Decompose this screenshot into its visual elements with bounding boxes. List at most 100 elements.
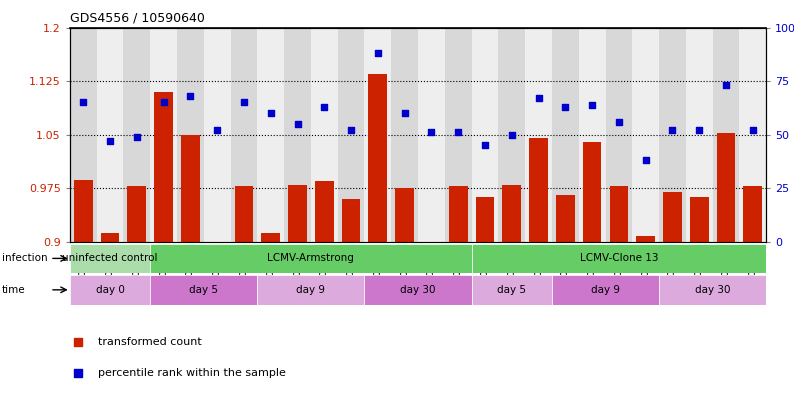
Text: uninfected control: uninfected control xyxy=(62,253,158,263)
Point xyxy=(719,82,732,88)
Point xyxy=(345,127,357,134)
Bar xyxy=(70,244,150,273)
Bar xyxy=(150,275,257,305)
Bar xyxy=(337,28,364,242)
Bar xyxy=(395,188,414,242)
Bar xyxy=(583,142,602,242)
Bar xyxy=(610,186,628,242)
Bar xyxy=(503,185,521,242)
Bar xyxy=(204,28,230,242)
Text: day 5: day 5 xyxy=(189,285,218,295)
Point xyxy=(372,50,384,56)
Bar xyxy=(368,74,387,242)
Point xyxy=(612,119,625,125)
Bar xyxy=(97,28,123,242)
Point xyxy=(77,99,90,106)
Text: day 0: day 0 xyxy=(95,285,125,295)
Bar xyxy=(150,244,472,273)
Text: time: time xyxy=(2,285,25,295)
Point xyxy=(157,99,170,106)
Point xyxy=(211,127,224,134)
Bar xyxy=(556,195,575,242)
Point xyxy=(318,104,330,110)
Point xyxy=(104,138,117,144)
Bar xyxy=(743,186,762,242)
Bar xyxy=(261,233,280,242)
Bar xyxy=(659,275,766,305)
Bar xyxy=(123,28,150,242)
Point xyxy=(72,338,85,345)
Bar xyxy=(257,28,284,242)
Point xyxy=(291,121,304,127)
Text: LCMV-Armstrong: LCMV-Armstrong xyxy=(268,253,354,263)
Text: day 9: day 9 xyxy=(296,285,326,295)
Bar xyxy=(288,185,307,242)
Bar xyxy=(525,28,552,242)
Bar xyxy=(659,28,686,242)
Text: day 30: day 30 xyxy=(695,285,730,295)
Bar xyxy=(150,28,177,242)
Bar xyxy=(636,236,655,242)
Point xyxy=(425,129,437,136)
Point xyxy=(479,142,491,149)
Bar xyxy=(529,138,548,242)
Bar xyxy=(284,28,311,242)
Point xyxy=(237,99,250,106)
Text: infection: infection xyxy=(2,253,47,263)
Bar xyxy=(177,28,204,242)
Point xyxy=(639,157,652,163)
Bar xyxy=(315,181,333,242)
Point xyxy=(184,93,197,99)
Text: transformed count: transformed count xyxy=(98,336,202,347)
Bar xyxy=(472,244,766,273)
Point xyxy=(264,110,277,116)
Bar xyxy=(154,92,173,242)
Bar xyxy=(476,197,495,242)
Point xyxy=(130,134,143,140)
Point xyxy=(506,131,518,138)
Bar xyxy=(739,28,766,242)
Bar xyxy=(234,186,253,242)
Bar xyxy=(181,134,200,242)
Bar xyxy=(70,275,150,305)
Bar xyxy=(449,186,468,242)
Bar xyxy=(257,275,364,305)
Bar xyxy=(445,28,472,242)
Text: LCMV-Clone 13: LCMV-Clone 13 xyxy=(580,253,658,263)
Bar xyxy=(128,186,146,242)
Point xyxy=(666,127,679,134)
Bar xyxy=(364,275,472,305)
Bar xyxy=(70,28,97,242)
Bar xyxy=(472,28,499,242)
Bar xyxy=(74,180,93,242)
Bar xyxy=(690,197,708,242)
Text: day 5: day 5 xyxy=(497,285,526,295)
Point xyxy=(399,110,411,116)
Bar xyxy=(606,28,632,242)
Bar xyxy=(230,28,257,242)
Bar xyxy=(717,133,735,242)
Bar xyxy=(552,28,579,242)
Bar xyxy=(311,28,337,242)
Bar xyxy=(686,28,713,242)
Bar xyxy=(101,233,119,242)
Bar xyxy=(341,199,360,242)
Bar xyxy=(391,28,418,242)
Text: day 9: day 9 xyxy=(591,285,620,295)
Bar xyxy=(579,28,606,242)
Point xyxy=(693,127,706,134)
Bar xyxy=(472,275,552,305)
Point xyxy=(746,127,759,134)
Point xyxy=(559,104,572,110)
Bar xyxy=(663,192,682,242)
Point xyxy=(72,370,85,376)
Bar xyxy=(552,275,659,305)
Bar xyxy=(713,28,739,242)
Text: GDS4556 / 10590640: GDS4556 / 10590640 xyxy=(70,11,205,24)
Text: day 30: day 30 xyxy=(400,285,436,295)
Point xyxy=(452,129,464,136)
Bar xyxy=(632,28,659,242)
Bar xyxy=(418,28,445,242)
Text: percentile rank within the sample: percentile rank within the sample xyxy=(98,368,286,378)
Bar xyxy=(364,28,391,242)
